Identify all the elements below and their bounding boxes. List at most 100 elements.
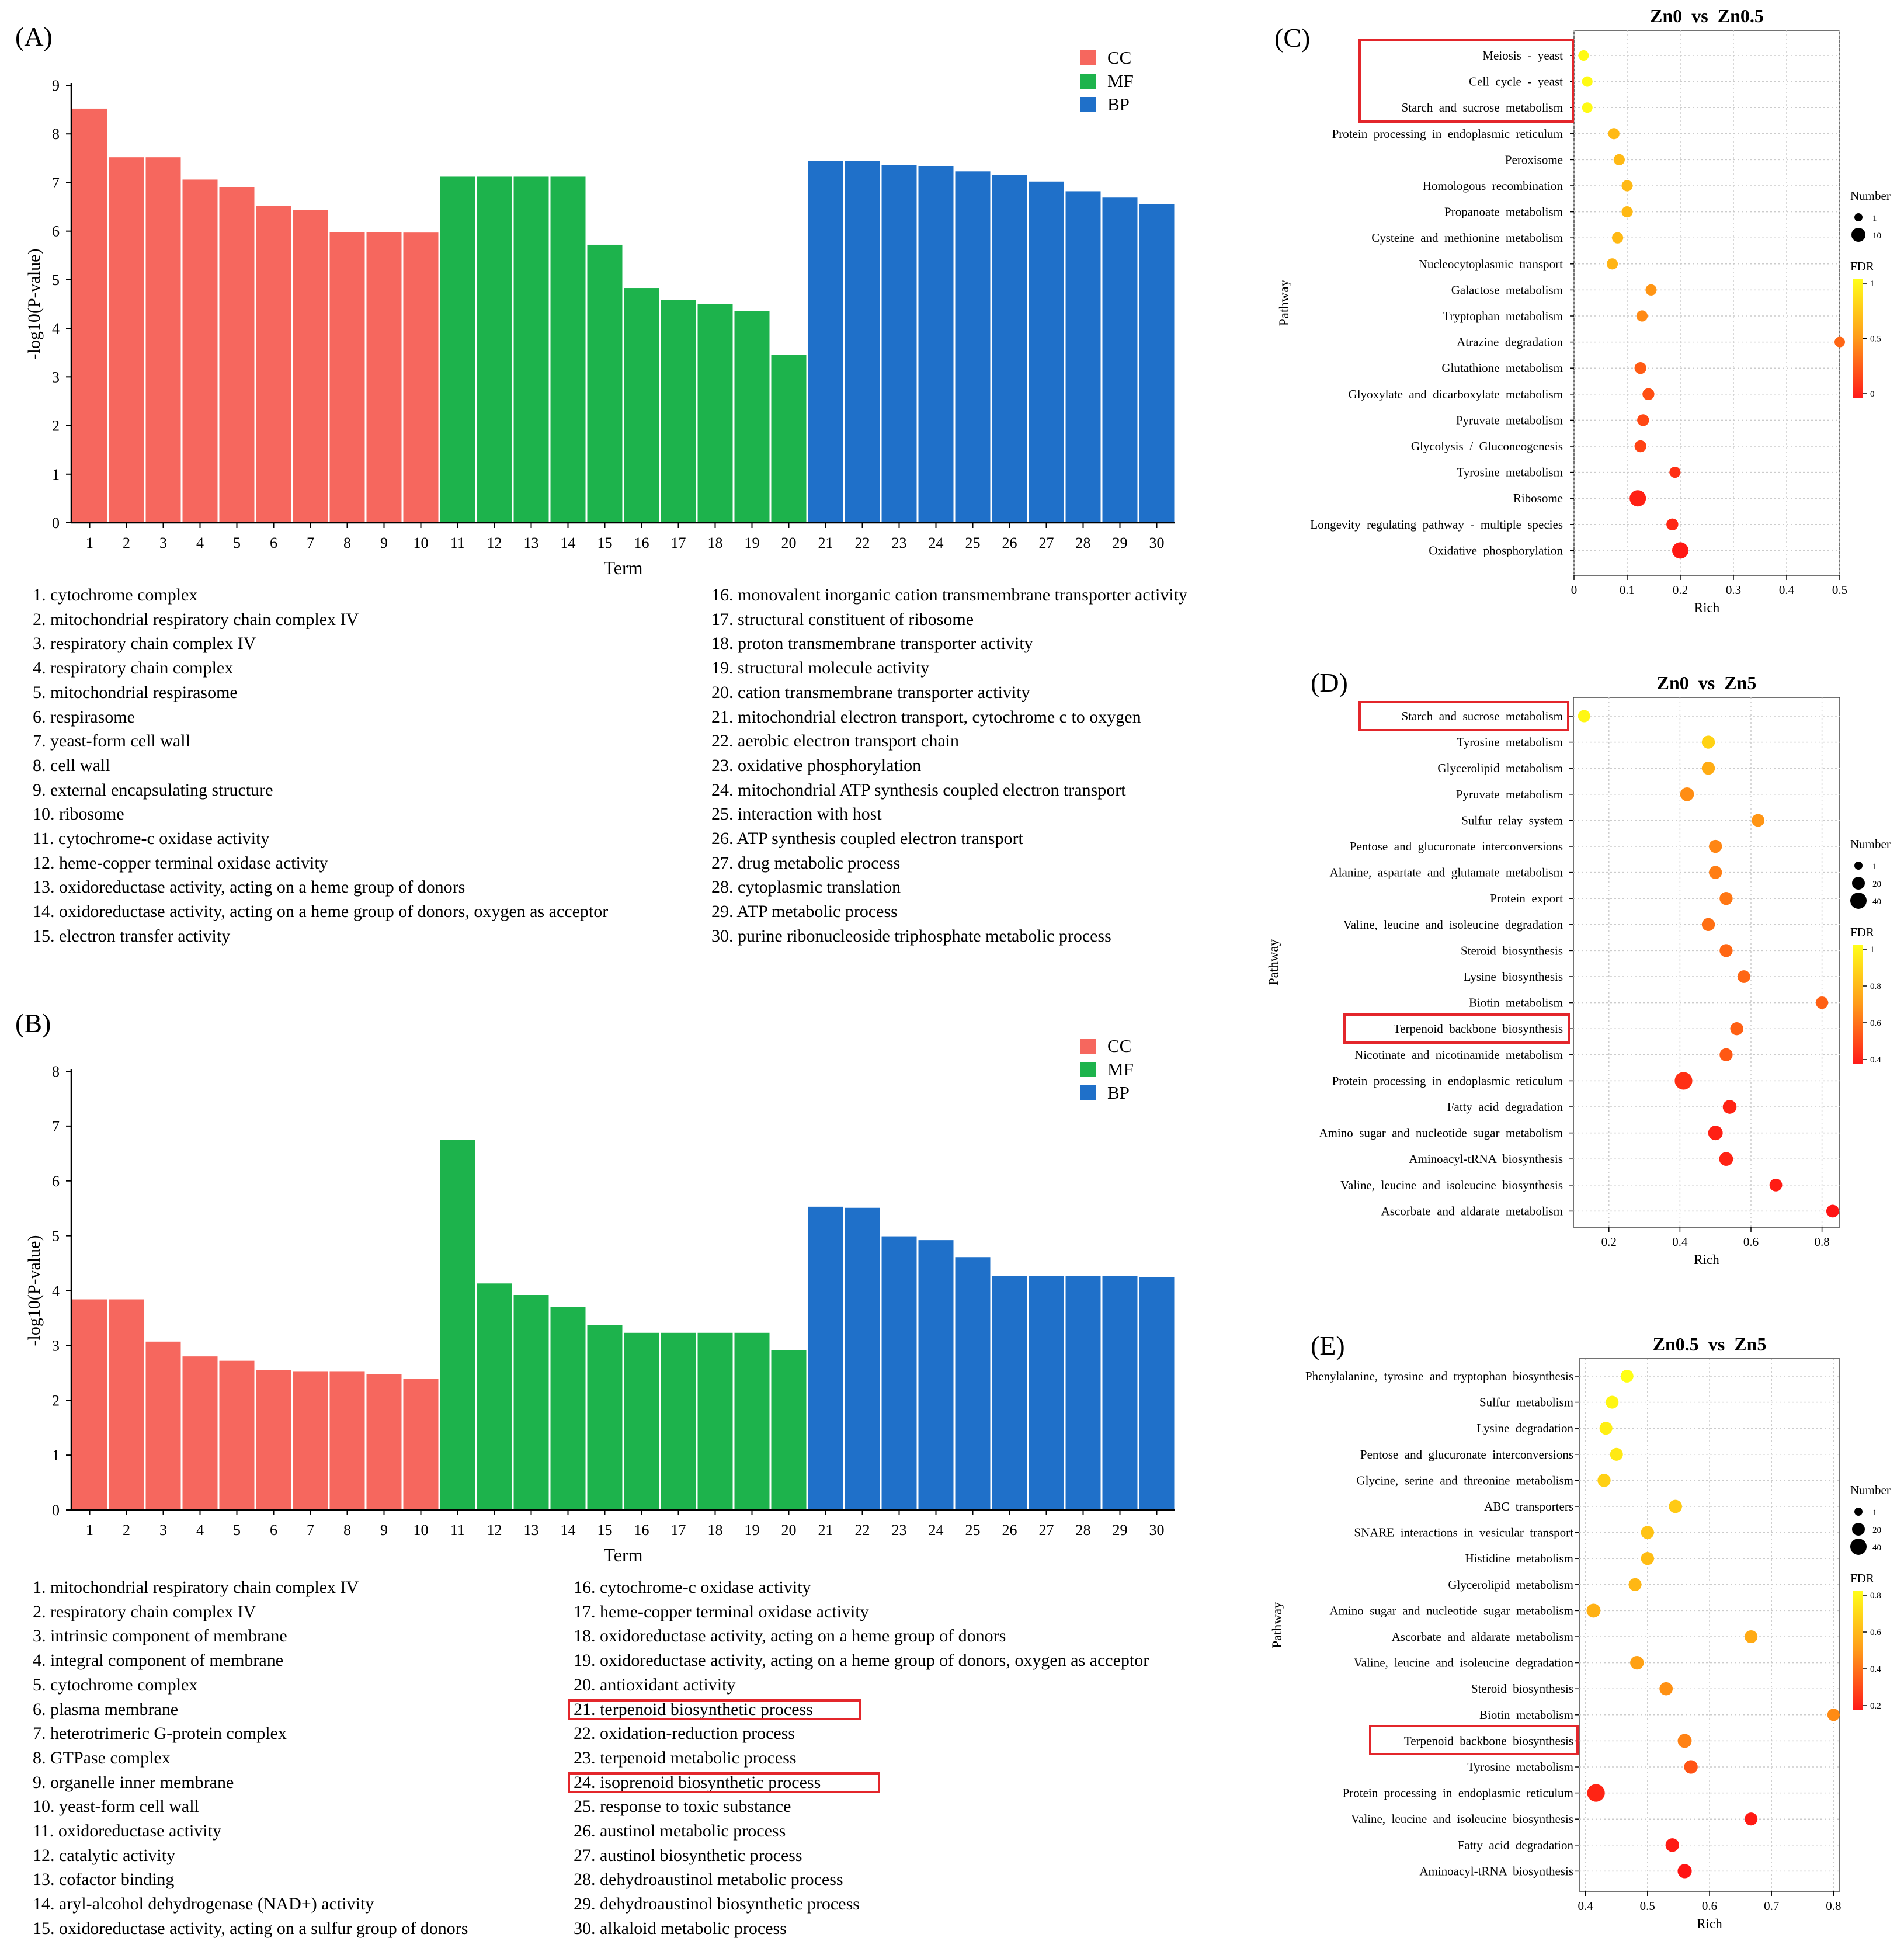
point-c-18	[1666, 518, 1679, 530]
size-legend-label-e-0: 1	[1872, 1508, 1877, 1518]
xtick-label-b-25: 25	[965, 1522, 981, 1539]
term-item: 22. aerobic electron transport chain	[711, 731, 959, 751]
pathway-label-d-18: Valine, leucine and isoleucine biosynthe…	[1340, 1178, 1563, 1192]
pathway-label-e-6: SNARE interactions in vesicular transpor…	[1354, 1526, 1573, 1540]
xtick-label-d-2: 0.6	[1743, 1235, 1759, 1249]
bar-b-2	[109, 1299, 144, 1510]
point-d-2	[1701, 762, 1715, 775]
point-e-5	[1669, 1499, 1682, 1513]
pathway-label-d-0: Starch and sucrose metabolism	[1402, 709, 1563, 723]
term-item: 3. intrinsic component of membrane	[33, 1626, 287, 1646]
xtick-label-a-6: 6	[270, 534, 277, 551]
point-d-15	[1722, 1100, 1737, 1114]
point-e-16	[1587, 1784, 1605, 1802]
term-item: 7. heterotrimeric G-protein complex	[33, 1724, 287, 1744]
point-e-19	[1677, 1864, 1692, 1879]
pathway-label-d-2: Glycerolipid metabolism	[1437, 761, 1563, 775]
ytick-label-a-5: 5	[52, 272, 60, 289]
point-c-11	[1834, 336, 1845, 348]
ytick-label-b-0: 0	[52, 1502, 60, 1519]
legend-swatch-b-BP	[1080, 1085, 1096, 1100]
point-c-9	[1645, 284, 1657, 296]
xtick-label-a-1: 1	[86, 534, 93, 551]
term-item: 5. mitochondrial respirasome	[33, 682, 238, 702]
pathway-label-e-7: Histidine metabolism	[1465, 1551, 1573, 1565]
pathway-label-c-0: Meiosis - yeast	[1482, 48, 1563, 62]
xtick-label-c-0: 0	[1571, 583, 1578, 597]
term-item: 17. structural constituent of ribosome	[711, 609, 974, 629]
term-item: 29. ATP metabolic process	[711, 902, 898, 922]
bar-b-27	[1029, 1276, 1064, 1510]
xtick-label-d-0: 0.2	[1601, 1235, 1617, 1249]
term-item: 24. mitochondrial ATP synthesis coupled …	[711, 780, 1126, 800]
fdr-colorbar-c	[1853, 279, 1863, 398]
xtick-label-a-26: 26	[1002, 534, 1017, 551]
point-e-13	[1827, 1709, 1840, 1721]
ytick-label-a-6: 6	[52, 223, 60, 240]
point-c-10	[1636, 310, 1648, 322]
size-legend-title-e: Number	[1850, 1483, 1891, 1497]
xtick-label-a-15: 15	[597, 534, 613, 551]
point-d-10	[1737, 970, 1750, 983]
size-legend-dot-c-1	[1851, 228, 1865, 242]
xtick-label-d-1: 0.4	[1672, 1235, 1688, 1249]
xtick-label-b-5: 5	[233, 1522, 241, 1539]
xtick-label-c-5: 0.5	[1832, 583, 1847, 597]
point-c-15	[1634, 440, 1646, 453]
pathway-label-d-8: Valine, leucine and isoleucine degradati…	[1343, 918, 1563, 932]
term-item: 11. oxidoreductase activity	[33, 1821, 221, 1841]
point-c-16	[1669, 467, 1681, 478]
size-legend-dot-e-2	[1850, 1539, 1867, 1555]
pathway-label-c-3: Protein processing in endoplasmic reticu…	[1332, 127, 1563, 141]
point-d-6	[1709, 866, 1722, 879]
fdr-tick-label-c-1: 0.5	[1870, 335, 1881, 344]
fdr-tick-label-c-0: 1	[1870, 279, 1875, 289]
pathway-label-d-19: Ascorbate and aldarate metabolism	[1381, 1204, 1563, 1218]
point-c-17	[1629, 490, 1646, 507]
pathway-label-e-4: Glycine, serine and threonine metabolism	[1357, 1473, 1573, 1487]
highlight-box-c-0	[1358, 39, 1574, 123]
fdr-legend-title-e: FDR	[1850, 1571, 1874, 1585]
fdr-tick-label-e-1: 0.6	[1870, 1628, 1881, 1637]
xtick-label-a-3: 3	[159, 534, 167, 551]
bar-a-18	[697, 304, 733, 523]
bar-a-17	[661, 300, 696, 523]
term-item: 8. GTPase complex	[33, 1748, 171, 1768]
ytick-label-a-8: 8	[52, 126, 60, 143]
point-e-12	[1659, 1682, 1673, 1696]
point-d-0	[1578, 710, 1590, 723]
bar-a-15	[587, 244, 623, 523]
bar-b-10	[403, 1379, 439, 1510]
term-item: 28. cytoplasmic translation	[711, 877, 901, 897]
point-e-18	[1665, 1838, 1679, 1852]
ytick-label-a-0: 0	[52, 515, 60, 532]
term-item: 23. oxidative phosphorylation	[711, 755, 922, 775]
point-d-8	[1701, 918, 1715, 931]
pathway-label-d-9: Steroid biosynthesis	[1461, 943, 1563, 957]
term-item: 3. respiratory chain complex IV	[33, 634, 256, 654]
xtick-label-b-28: 28	[1076, 1522, 1091, 1539]
term-item: 20. antioxidant activity	[574, 1675, 736, 1695]
term-item: 22. oxidation-reduction process	[574, 1724, 795, 1744]
pathway-label-e-10: Ascorbate and aldarate metabolism	[1392, 1630, 1573, 1644]
term-item: 12. heme-copper terminal oxidase activit…	[33, 853, 328, 873]
size-legend-label-c-1: 10	[1872, 231, 1881, 241]
point-e-11	[1630, 1655, 1644, 1670]
point-d-11	[1815, 996, 1829, 1009]
pathway-label-d-5: Pentose and glucuronate interconversions	[1350, 839, 1563, 853]
ytick-label-a-9: 9	[52, 77, 60, 94]
panel-label-e: (E)	[1311, 1331, 1345, 1360]
point-d-4	[1752, 814, 1765, 827]
term-item-highlighted: 24. isoprenoid biosynthetic process	[567, 1770, 1149, 1795]
pathway-label-d-10: Lysine biosynthesis	[1464, 970, 1563, 984]
pathway-label-c-4: Peroxisome	[1505, 152, 1563, 166]
point-d-17	[1719, 1152, 1733, 1166]
bar-b-20	[771, 1350, 807, 1510]
xtick-label-b-1: 1	[86, 1522, 93, 1539]
bar-b-7	[293, 1371, 328, 1510]
point-d-13	[1719, 1048, 1733, 1061]
bar-b-4	[182, 1356, 218, 1510]
xtick-label-a-9: 9	[380, 534, 388, 551]
term-list-a-left: 1. cytochrome complex 2. mitochondrial re…	[33, 583, 608, 949]
xtick-label-c-3: 0.3	[1726, 583, 1741, 597]
